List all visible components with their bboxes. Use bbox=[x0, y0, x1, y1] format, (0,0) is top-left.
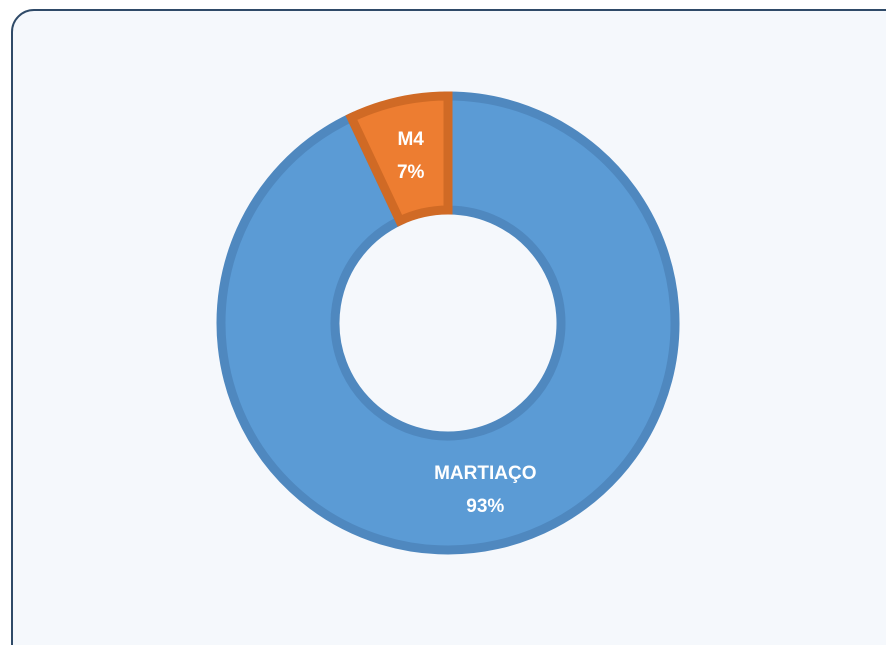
slice-value-label: 7% bbox=[397, 162, 425, 183]
card bbox=[11, 9, 886, 645]
slice-value-label: 93% bbox=[466, 496, 504, 517]
slice-category-label: MARTIAÇO bbox=[434, 463, 536, 484]
donut-slice bbox=[216, 91, 680, 555]
donut-slice bbox=[345, 91, 453, 227]
slice-category-label: M4 bbox=[397, 129, 424, 150]
